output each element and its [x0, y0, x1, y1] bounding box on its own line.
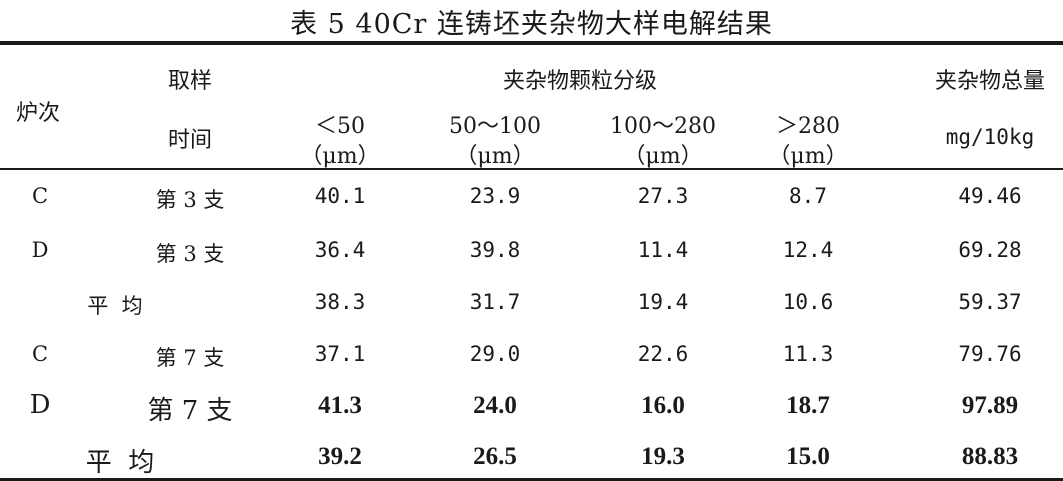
furnace-header: 炉次: [15, 101, 60, 126]
sample-cell: 第 7 支: [155, 346, 225, 370]
top-rule: [0, 41, 1063, 45]
value-cell: 27.3: [637, 184, 689, 208]
furnace-cell: D: [29, 390, 51, 420]
value-cell: 38.3: [314, 290, 366, 314]
size-unit-header: （μm）: [300, 144, 380, 169]
size-range-header: 100～280: [610, 114, 716, 139]
sample-cell: 第 3 支: [155, 188, 225, 212]
total-cell: 79.76: [958, 342, 1022, 366]
grading-header: 夹杂物颗粒分级: [502, 69, 657, 94]
sample-cell: 第 7 支: [147, 396, 233, 426]
value-cell: 39.8: [469, 238, 521, 262]
total-cell: 59.37: [958, 290, 1022, 314]
value-cell: 12.4: [782, 238, 834, 262]
table-title: 表 5 40Cr 连铸坯夹杂物大样电解结果: [290, 9, 773, 40]
header-rule: [0, 168, 1063, 170]
furnace-cell: C: [31, 184, 49, 208]
size-unit-header: （μm）: [623, 144, 703, 169]
total-cell: 49.46: [958, 184, 1022, 208]
value-cell: 8.7: [789, 184, 827, 208]
sample-cell: 第 3 支: [155, 242, 225, 266]
value-cell: 11.4: [637, 238, 689, 262]
value-cell: 36.4: [314, 238, 366, 262]
bottom-rule: [0, 478, 1063, 481]
value-cell: 26.5: [473, 443, 517, 470]
size-range-header: ＜50: [315, 114, 365, 139]
total-header: 夹杂物总量: [934, 69, 1045, 94]
value-cell: 23.9: [469, 184, 521, 208]
average-label: 平 均: [87, 294, 143, 318]
value-cell: 18.7: [786, 392, 830, 419]
value-cell: 29.0: [469, 342, 521, 366]
sample-header-line2: 时间: [167, 128, 212, 153]
value-cell: 31.7: [469, 290, 521, 314]
value-cell: 19.4: [637, 290, 689, 314]
total-cell: 69.28: [958, 238, 1022, 262]
value-cell: 39.2: [318, 443, 362, 470]
average-label: 平 均: [85, 448, 155, 478]
value-cell: 15.0: [786, 443, 830, 470]
value-cell: 10.6: [782, 290, 834, 314]
size-range-header: 50～100: [449, 114, 541, 139]
value-cell: 40.1: [314, 184, 366, 208]
total-cell: 97.89: [961, 392, 1019, 419]
value-cell: 22.6: [637, 342, 689, 366]
total-unit-header: mg/10kg: [945, 125, 1035, 149]
value-cell: 24.0: [473, 392, 517, 419]
value-cell: 19.3: [641, 443, 685, 470]
furnace-cell: D: [31, 238, 49, 262]
value-cell: 11.3: [782, 342, 834, 366]
value-cell: 16.0: [641, 392, 685, 419]
size-range-header: ＞280: [776, 114, 840, 139]
furnace-cell: C: [31, 342, 49, 366]
size-unit-header: （μm）: [455, 144, 535, 169]
sample-header-line1: 取样: [167, 69, 212, 94]
value-cell: 37.1: [314, 342, 366, 366]
value-cell: 41.3: [318, 392, 362, 419]
total-cell: 88.83: [961, 443, 1019, 470]
size-unit-header: （μm）: [768, 144, 848, 169]
